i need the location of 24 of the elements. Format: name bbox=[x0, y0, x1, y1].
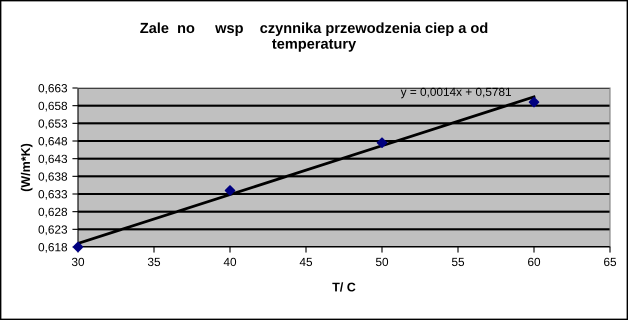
x-tick-label: 45 bbox=[300, 258, 312, 266]
y-tick-label: 0,628 bbox=[38, 208, 68, 218]
y-tick-label: 0,618 bbox=[38, 243, 68, 253]
y-tick-label: 0,658 bbox=[38, 102, 68, 112]
x-tick-label: 40 bbox=[224, 258, 236, 266]
x-tick-label: 35 bbox=[148, 258, 160, 266]
x-tick-label: 55 bbox=[452, 258, 464, 266]
point bbox=[224, 185, 236, 196]
x-tick-label: 65 bbox=[604, 258, 616, 266]
chart-title: Zale no wsp czynnika przewodzenia ciep a od temperatury bbox=[140, 22, 488, 52]
y-tick-label: 0,663 bbox=[38, 84, 68, 94]
y-tick-label: 0,633 bbox=[38, 190, 68, 200]
y-tick-label: 0,643 bbox=[38, 154, 68, 164]
point bbox=[376, 137, 388, 148]
x-tick-label: 60 bbox=[528, 258, 540, 266]
y-tick-label: 0,653 bbox=[38, 119, 68, 130]
point bbox=[528, 96, 540, 108]
y-tick-label: 0,648 bbox=[38, 137, 68, 147]
x-axis-title: T/ C bbox=[332, 282, 356, 292]
x-tick-label: 30 bbox=[72, 258, 84, 266]
y-axis-title: (W/m*K) bbox=[20, 144, 32, 192]
y-tick-label: 0,638 bbox=[38, 172, 68, 182]
x-tick-label: 50 bbox=[376, 258, 388, 266]
y-tick-label: 0,623 bbox=[38, 225, 68, 236]
